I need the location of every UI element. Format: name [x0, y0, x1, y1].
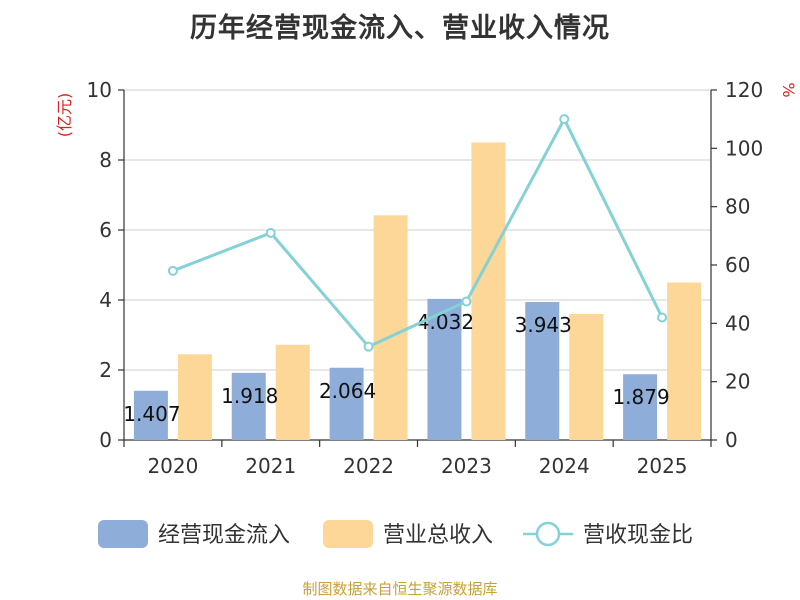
line-point	[363, 341, 374, 352]
bar-revenue	[275, 344, 310, 440]
x-axis-tick-label: 2024	[539, 454, 590, 478]
bar-data-label: 1.879	[612, 385, 669, 409]
line-point	[461, 296, 472, 307]
left-axis-tick-label: 8	[99, 148, 112, 172]
right-axis-tick-label: 120	[725, 78, 763, 102]
left-axis-title: (亿元)	[55, 93, 74, 138]
chart-title: 历年经营现金流入、营业收入情况	[190, 13, 610, 44]
left-axis-tick-label: 4	[99, 288, 112, 312]
bar-revenue	[667, 282, 702, 440]
bar-cash-inflow	[427, 298, 462, 440]
bar-data-label: 1.407	[123, 402, 180, 426]
legend-label: 营收现金比	[583, 523, 693, 548]
bar-data-label: 3.943	[515, 313, 572, 337]
bar-revenue	[177, 354, 212, 440]
line-point	[265, 227, 276, 238]
line-ratio	[172, 115, 664, 349]
x-axis-tick-label: 2020	[147, 454, 198, 478]
left-axis-tick-label: 0	[99, 428, 112, 452]
bar-cash-inflow	[525, 301, 560, 440]
left-axis-tick-label: 10	[87, 78, 112, 102]
left-axis-tick-label: 2	[99, 358, 112, 382]
legend-swatch	[323, 520, 373, 548]
right-axis-tick-label: 40	[725, 311, 750, 335]
right-axis-tick-label: 60	[725, 253, 750, 277]
x-axis-tick-label: 2021	[245, 454, 296, 478]
x-axis-tick-label: 2022	[343, 454, 394, 478]
right-axis-title: %	[779, 82, 798, 97]
bar-revenue	[373, 215, 408, 440]
x-axis-tick-label: 2025	[637, 454, 688, 478]
bar-cash-inflow	[623, 374, 658, 440]
bar-cash-inflow	[133, 390, 168, 440]
left-axis-tick-label: 6	[99, 218, 112, 242]
bar-revenue	[471, 142, 506, 440]
x-axis-tick-label: 2023	[441, 454, 492, 478]
bar-data-label: 1.918	[221, 384, 278, 408]
right-axis-tick-label: 80	[725, 195, 750, 219]
legend-swatch-marker	[535, 521, 561, 547]
right-axis-tick-label: 0	[725, 428, 738, 452]
bar-data-label: 2.064	[319, 379, 376, 403]
bar-data-label: 4.032	[417, 310, 474, 334]
right-axis-tick-label: 20	[725, 370, 750, 394]
line-point	[657, 312, 668, 323]
bar-cash-inflow	[329, 367, 364, 440]
bar-cash-inflow	[231, 372, 266, 440]
legend-label: 营业总收入	[383, 523, 493, 548]
legend-swatch	[98, 520, 148, 548]
line-point	[167, 265, 178, 276]
source-note: 制图数据来自恒生聚源数据库	[302, 580, 498, 598]
legend-label: 经营现金流入	[158, 523, 290, 548]
bar-revenue	[569, 314, 604, 440]
line-point	[559, 114, 570, 125]
right-axis-tick-label: 100	[725, 136, 763, 160]
